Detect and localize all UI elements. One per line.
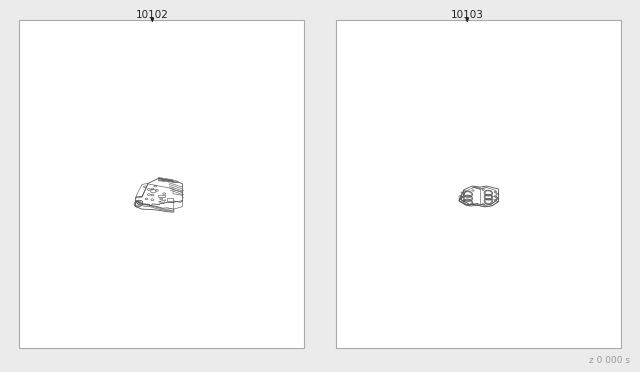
Bar [158, 195, 165, 197]
Text: 10102: 10102 [136, 10, 169, 20]
Bar [167, 198, 173, 201]
Bar [336, 20, 621, 348]
Text: z 0 000 s: z 0 000 s [589, 356, 630, 365]
Bar [19, 20, 304, 348]
Text: 10103: 10103 [451, 10, 484, 20]
